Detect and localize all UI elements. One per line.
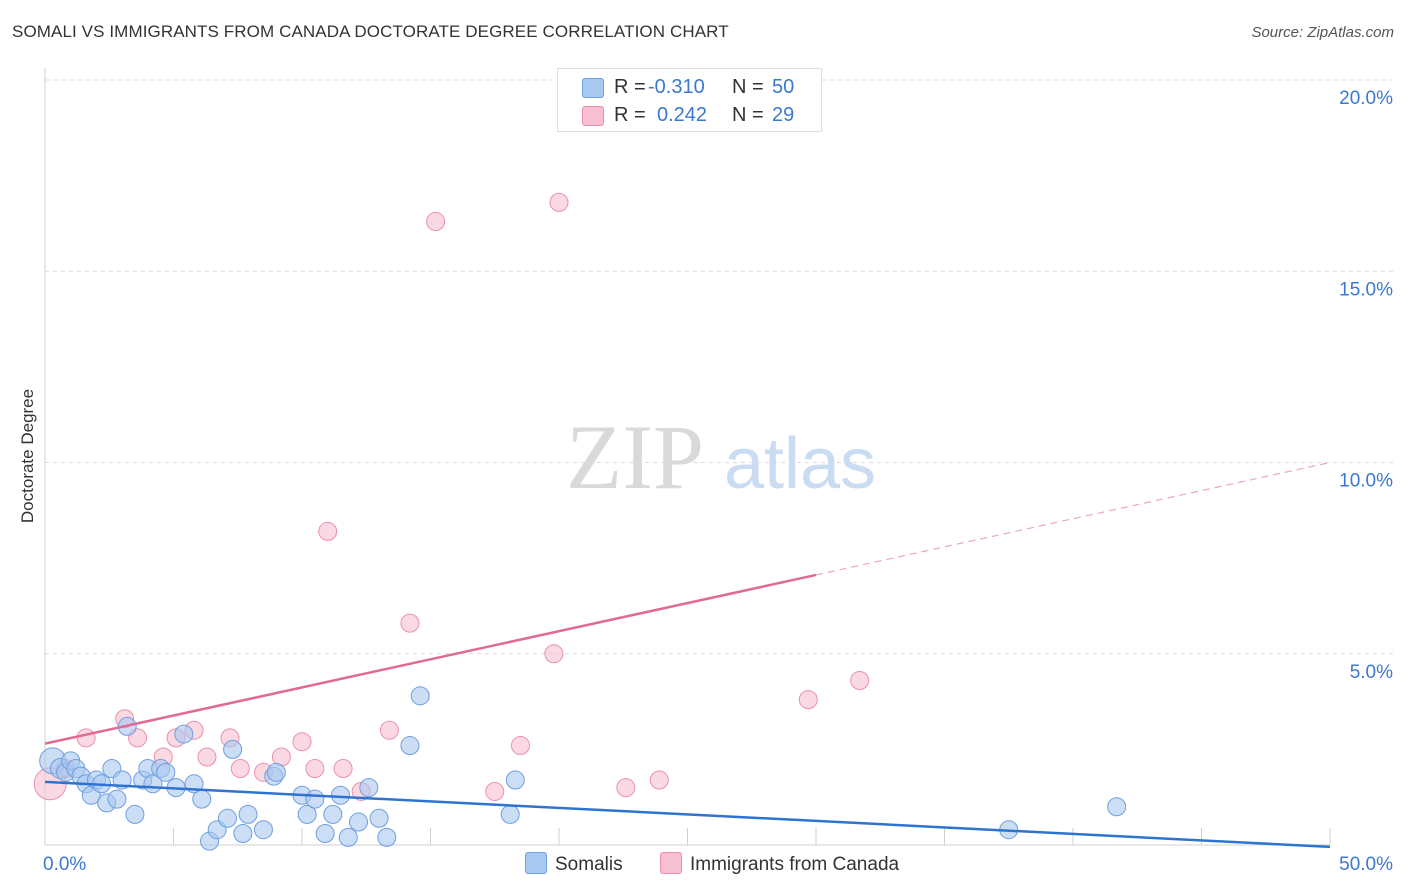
data-point: [500, 804, 520, 824]
data-point: [544, 644, 564, 664]
gridlines: [45, 79, 1395, 845]
chart-title: SOMALI VS IMMIGRANTS FROM CANADA DOCTORA…: [12, 22, 729, 41]
legend-n-label: N =: [732, 76, 764, 98]
data-point: [305, 789, 325, 809]
legend-n-value: 50: [772, 76, 795, 98]
legend-swatch-immigrants-from-canada: [582, 106, 604, 126]
data-point: [174, 724, 194, 744]
bottom-legend-label-somalis: Somalis: [555, 854, 623, 875]
data-point: [400, 613, 420, 633]
data-point: [292, 732, 312, 752]
data-point: [649, 770, 669, 790]
data-point: [798, 690, 818, 710]
data-point: [156, 762, 176, 782]
bottom-legend-immigrants-from-canada: Immigrants from Canada: [660, 852, 899, 876]
data-point: [230, 759, 250, 778]
data-point: [305, 759, 325, 778]
data-point: [253, 820, 273, 840]
x-tick-labels: 0.0% 50.0%: [43, 854, 1393, 875]
data-point: [233, 824, 253, 844]
data-point: [410, 686, 430, 706]
watermark-atlas: atlas: [724, 424, 876, 504]
data-point: [359, 778, 379, 798]
legend-swatch-somalis: [582, 78, 604, 98]
y-tick-label: 15.0%: [1339, 279, 1393, 300]
x-tick-label: 50.0%: [1339, 854, 1393, 875]
data-point: [223, 739, 243, 759]
data-point: [377, 827, 397, 847]
axes: [44, 68, 1330, 846]
data-point: [333, 759, 353, 778]
bottom-legend-swatch-immigrants: [660, 852, 682, 874]
y-tick-label: 20.0%: [1339, 88, 1393, 109]
data-point: [266, 762, 286, 782]
data-point: [315, 824, 335, 844]
data-point: [485, 781, 505, 801]
watermark-zip: ZIP: [566, 406, 704, 508]
data-point: [197, 747, 217, 767]
x-tick-label: 0.0%: [43, 854, 86, 875]
data-point: [505, 770, 525, 790]
data-point: [369, 808, 389, 828]
legend-r-label: R =: [614, 104, 646, 126]
data-point: [426, 212, 446, 232]
data-point: [400, 736, 420, 756]
data-point: [616, 778, 636, 798]
data-point: [338, 827, 358, 847]
data-point: [379, 720, 399, 740]
data-point: [192, 789, 212, 809]
data-point: [1107, 797, 1127, 817]
trend-line-blue: [44, 780, 1331, 849]
data-point: [107, 789, 127, 809]
data-point: [76, 728, 96, 748]
source-label: Source: ZipAtlas.com: [1251, 24, 1394, 41]
legend-r-value: -0.310: [648, 76, 705, 98]
bottom-legend-somalis: Somalis: [525, 852, 623, 876]
data-point: [238, 804, 258, 824]
data-point: [510, 736, 530, 756]
y-tick-label: 5.0%: [1350, 662, 1393, 683]
legend-r-value: 0.242: [657, 104, 708, 126]
data-point: [323, 804, 343, 824]
data-point: [850, 671, 870, 691]
bottom-legend-swatch-somalis: [525, 852, 547, 874]
watermark: ZIP atlas: [566, 406, 876, 508]
data-point: [125, 804, 145, 824]
data-point: [549, 192, 569, 212]
data-point: [349, 812, 369, 832]
y-tick-labels: 5.0% 10.0% 15.0% 20.0%: [1339, 88, 1393, 683]
data-point: [217, 808, 237, 828]
legend-r-label: R =: [614, 76, 646, 98]
trend-line-pink: [44, 573, 817, 745]
y-axis-label: Doctorate Degree: [18, 389, 37, 523]
data-point: [297, 804, 317, 824]
y-tick-label: 10.0%: [1339, 471, 1393, 492]
bottom-legend-label-immigrants: Immigrants from Canada: [690, 854, 900, 875]
legend-n-label: N =: [732, 104, 764, 126]
trend-lines: [44, 461, 1331, 849]
trend-line-extension-pink: [815, 461, 1331, 576]
legend-n-value: 29: [772, 104, 795, 126]
legend: R = -0.310 N = 50 R = 0.242 N = 29: [557, 68, 822, 132]
series-somalis: [39, 686, 1127, 851]
data-point: [318, 521, 338, 541]
